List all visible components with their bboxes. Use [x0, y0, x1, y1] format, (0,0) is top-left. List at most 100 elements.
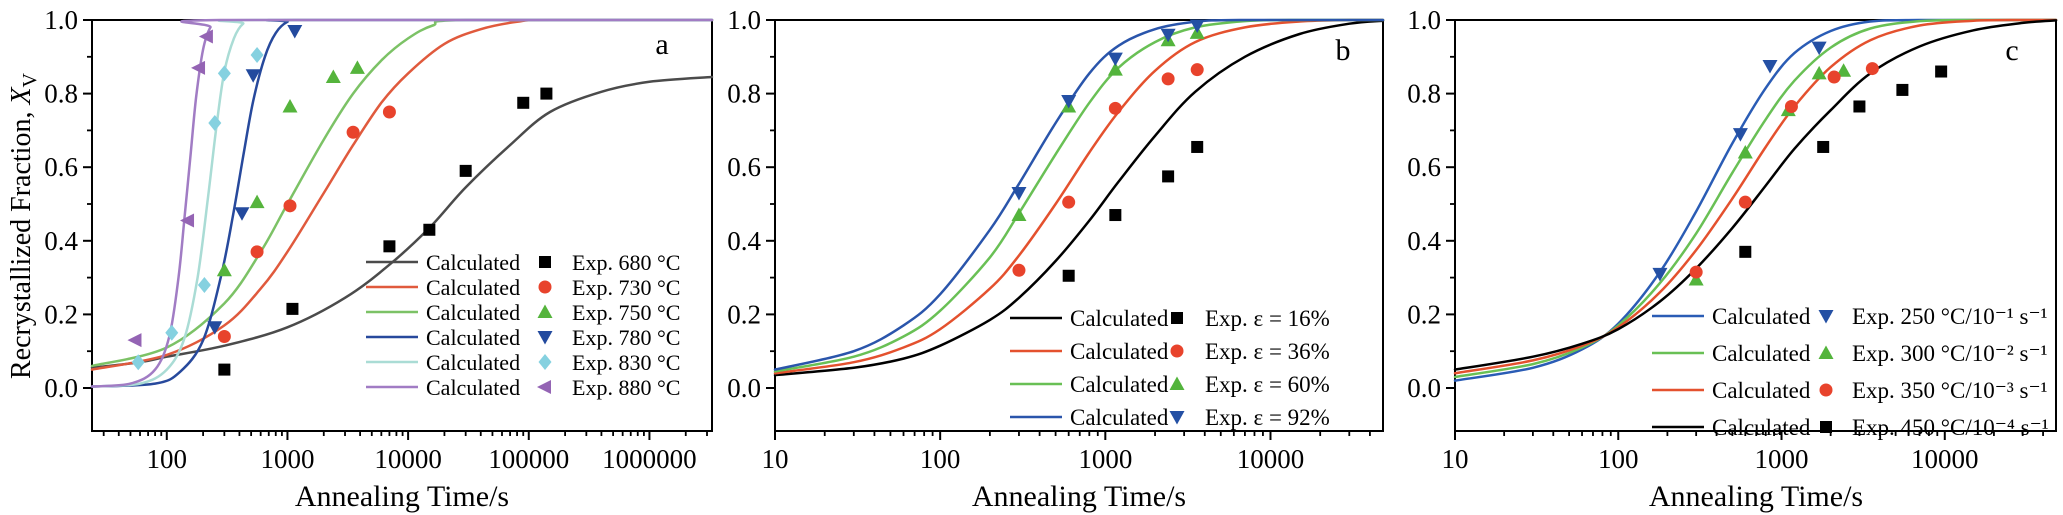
- exp-data-point: [250, 245, 264, 259]
- legend-calculated-label: Calculated: [426, 350, 520, 375]
- y-tick-label: 0.2: [44, 299, 78, 329]
- legend-marker: [1169, 376, 1185, 390]
- exp-data-point: [1107, 52, 1123, 67]
- exp-data-point: [1739, 245, 1752, 258]
- panel-c: 10 100 1000 10000 0.0 0.2 0.4 0.6 0.8 1.0 Calculat…: [1390, 0, 2063, 515]
- y-tick-label: 0.6: [727, 152, 761, 182]
- exp-data-point: [1189, 19, 1205, 34]
- legend-exp-label: Exp. 300 °C/10⁻² s⁻¹: [1852, 341, 2048, 366]
- legend-calculated-label: Calculated: [1070, 306, 1169, 331]
- x-tick-label: 100: [1598, 444, 1639, 474]
- legend-marker: [1169, 411, 1185, 425]
- calculated-curve: [90, 18, 714, 371]
- panel-b-plot-area: 10 100 1000 10000 0.0 0.2 0.4 0.6 0.8 1.0 Calculat…: [727, 5, 1385, 474]
- calculated-curves: [90, 18, 714, 388]
- exp-data-point: [217, 65, 231, 82]
- exp-data-point: [1012, 263, 1026, 277]
- legend-exp-label: Exp. 830 °C: [572, 350, 680, 375]
- x-axis: 10 100 1000 10000: [762, 431, 1371, 474]
- exp-data-point: [1061, 94, 1077, 109]
- exp-data-point: [1688, 271, 1704, 286]
- legend-calculated-label: Calculated: [426, 250, 520, 275]
- exp-data-point: [1191, 140, 1204, 153]
- x-tick-label: 10000: [374, 444, 442, 474]
- legend-marker: [1170, 344, 1184, 358]
- exp-data-point: [517, 96, 530, 109]
- x-tick-label: 1000: [1755, 444, 1809, 474]
- calculated-curve: [1453, 18, 2058, 382]
- legend-calculated-label: Calculated: [1712, 304, 1811, 329]
- exp-data-point: [1160, 28, 1176, 43]
- legend-marker: [537, 380, 551, 394]
- exp-data-point: [216, 262, 232, 277]
- exp-data-point: [1738, 195, 1752, 209]
- legend-calculated-label: Calculated: [1070, 339, 1169, 364]
- legend-marker: [1818, 345, 1834, 359]
- exp-data-point: [282, 98, 298, 113]
- y-axis-title-text: Recrystallized Fraction,: [6, 105, 37, 379]
- exp-data-point: [208, 115, 222, 132]
- exp-data-point: [1011, 207, 1027, 222]
- x-axis: 100 1000 10000 100000 1000000: [102, 431, 708, 474]
- legend-exp-label: Exp. ε = 36%: [1205, 339, 1330, 364]
- y-tick-label: 0.8: [1407, 79, 1441, 109]
- x-axis-title-a: Annealing Time/s: [295, 480, 509, 513]
- panel-b-chart: 10 100 1000 10000 0.0 0.2 0.4 0.6 0.8 1.0 Calculat…: [727, 5, 1385, 513]
- calculated-curve: [773, 19, 1385, 377]
- y-tick-label: 0.8: [727, 79, 761, 109]
- exp-data-point: [191, 60, 206, 75]
- y-axis-title: Recrystallized Fraction, XV: [6, 72, 41, 379]
- x-tick-label: 10000: [1911, 444, 1979, 474]
- calculated-curve: [90, 75, 714, 370]
- calculated-curve: [90, 18, 714, 388]
- exp-data-point: [346, 125, 360, 139]
- legend-calculated-label: Calculated: [426, 275, 520, 300]
- exp-data-point: [250, 46, 264, 63]
- panel-b: 10 100 1000 10000 0.0 0.2 0.4 0.6 0.8 1.0 Calculat…: [715, 0, 1390, 515]
- exp-data-point: [1865, 62, 1879, 76]
- calculated-curve: [1453, 19, 2058, 371]
- exp-data-point: [1827, 70, 1841, 84]
- exp-data-point: [1689, 265, 1703, 279]
- legend-marker: [537, 331, 553, 345]
- exp-data-point: [165, 324, 179, 341]
- legend: Calculated Exp. ε = 16% Calculated Exp. ε =…: [1010, 306, 1330, 430]
- legend-marker: [538, 354, 552, 370]
- x-tick-label: 1000: [260, 444, 314, 474]
- legend-calculated-label: Calculated: [426, 300, 520, 325]
- legend-calculated-label: Calculated: [1712, 341, 1811, 366]
- exp-data-point: [1011, 186, 1027, 201]
- legend: Calculated Exp. 250 °C/10⁻¹ s⁻¹ Calculated…: [1652, 304, 2049, 440]
- exp-data-point: [207, 321, 223, 335]
- y-axis-title-symbol: X: [6, 87, 37, 106]
- x-tick-label: 1000000: [602, 444, 697, 474]
- exp-data-point: [1896, 83, 1909, 96]
- exp-data-point: [1817, 140, 1830, 153]
- exp-data-point: [286, 302, 299, 315]
- y-tick-label: 1.0: [1407, 5, 1441, 35]
- exp-data-point: [127, 333, 142, 348]
- legend-exp-label: Exp. 880 °C: [572, 375, 680, 400]
- exp-data-point: [234, 207, 250, 221]
- calculated-curve: [1453, 18, 2058, 379]
- exp-data-point: [1853, 100, 1866, 113]
- y-tick-label: 0.6: [44, 152, 78, 182]
- exp-data-point: [197, 276, 211, 293]
- exp-data-point: [1108, 101, 1122, 115]
- y-tick-label: 0.8: [44, 79, 78, 109]
- exp-data-point: [287, 25, 303, 39]
- y-tick-label: 0.4: [1407, 226, 1441, 256]
- experimental-points: [127, 25, 553, 376]
- exp-data-point: [1062, 269, 1075, 282]
- legend-exp-label: Exp. 680 °C: [572, 250, 680, 275]
- legend-exp-label: Exp. 730 °C: [572, 275, 680, 300]
- x-tick-label: 100000: [488, 444, 569, 474]
- exp-data-point: [180, 213, 195, 228]
- legend-marker: [1171, 312, 1183, 324]
- y-axis: 0.0 0.2 0.4 0.6 0.8 1.0: [727, 5, 775, 403]
- exp-data-point: [283, 199, 297, 213]
- legend-calculated-label: Calculated: [426, 375, 520, 400]
- panel-a-plot-area: 100 1000 10000 100000 1000000 0.0 0.2 0.4 0.6 0.8…: [44, 5, 714, 474]
- y-axis-title-subscript: V: [19, 72, 41, 87]
- legend-exp-label: Exp. 250 °C/10⁻¹ s⁻¹: [1852, 304, 2048, 329]
